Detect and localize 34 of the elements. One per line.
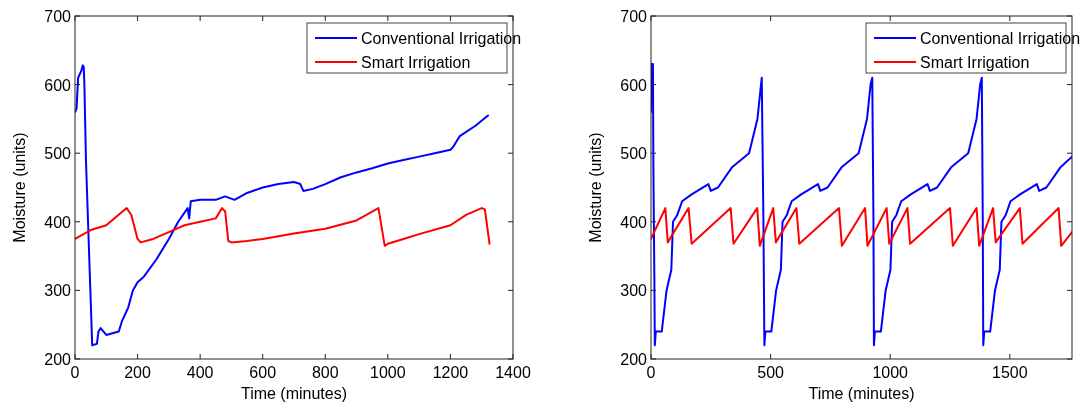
legend-label: Conventional Irrigation [920, 30, 1081, 47]
x-tick-label: 400 [186, 364, 214, 381]
x-tick-label: 0 [646, 364, 656, 381]
x-axis-title: Time (minutes) [808, 385, 915, 402]
x-tick-label: 600 [249, 364, 277, 381]
y-tick-label: 300 [620, 282, 648, 300]
x-tick-label: 200 [124, 364, 152, 381]
y-tick-label: 600 [620, 76, 648, 94]
x-tick-label: 1000 [872, 364, 909, 381]
y-tick-label: 600 [44, 76, 72, 94]
legend-label: Smart Irrigation [361, 54, 471, 71]
legend-label: Smart Irrigation [920, 54, 1030, 71]
x-tick-label: 1400 [495, 364, 531, 381]
y-tick-label: 500 [44, 145, 72, 163]
y-tick-label: 400 [620, 213, 648, 231]
x-tick-label: 800 [311, 364, 339, 381]
x-tick-label: 1000 [370, 364, 406, 381]
y-axis-title: Moisture (units) [11, 132, 28, 243]
y-tick-label: 200 [620, 351, 648, 368]
y-tick-label: 400 [44, 213, 72, 231]
x-tick-label: 1500 [992, 364, 1028, 381]
x-axis-title: Time (minutes) [240, 385, 348, 402]
y-axis-title: Moisture (units) [587, 132, 604, 243]
x-tick-label: 0 [70, 364, 80, 381]
x-tick-label: 1200 [432, 364, 469, 381]
line-series [75, 207, 491, 247]
line-series [651, 207, 1072, 247]
y-tick-label: 200 [44, 351, 72, 368]
legend-label: Conventional Irrigation [361, 30, 522, 47]
y-tick-label: 700 [44, 8, 72, 25]
y-tick-label: 500 [620, 145, 648, 163]
x-tick-label: 500 [757, 364, 785, 381]
y-tick-label: 300 [44, 282, 72, 300]
y-tick-label: 700 [620, 8, 648, 25]
